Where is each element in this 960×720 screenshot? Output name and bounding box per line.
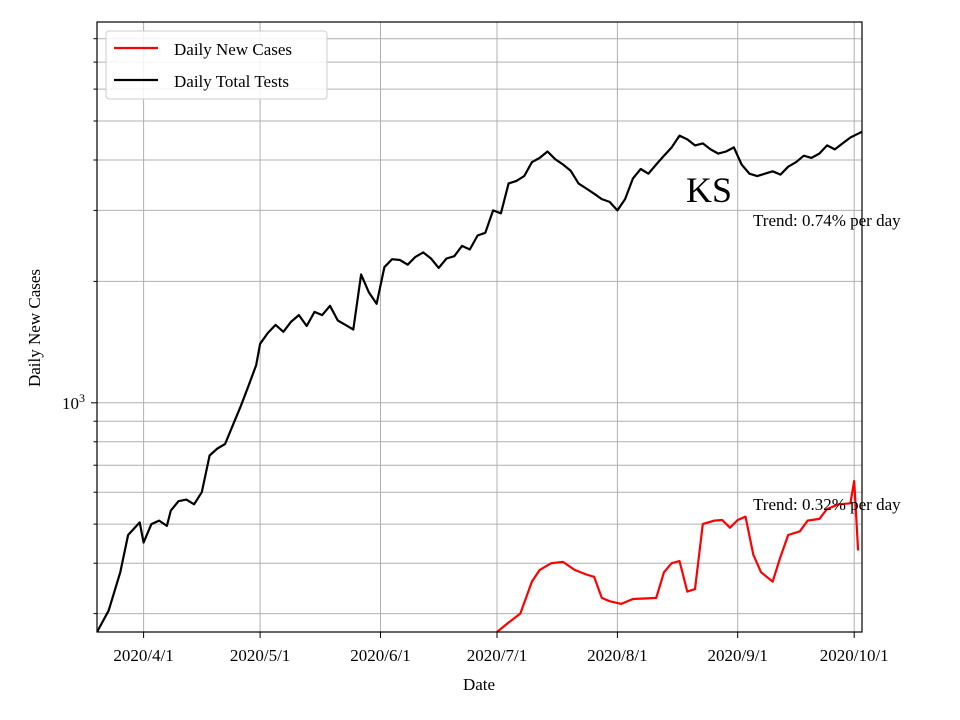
series-line-daily-new-cases <box>496 479 860 632</box>
series-layer <box>97 130 862 632</box>
x-tick-label: 2020/7/1 <box>467 646 527 665</box>
series-line-daily-total-tests <box>97 130 862 632</box>
x-tick-label: 2020/4/1 <box>113 646 173 665</box>
y-tick-exponent: 3 <box>79 391 85 405</box>
x-tick-label: 2020/5/1 <box>230 646 290 665</box>
y-axis-label: Daily New Cases <box>25 269 44 387</box>
legend-label-cases: Daily New Cases <box>174 40 292 59</box>
trend-annotation-cases: Trend: 0.32% per day <box>753 495 901 514</box>
legend-box <box>105 30 328 100</box>
x-tick-label: 2020/10/1 <box>820 646 889 665</box>
legend: Daily New Cases Daily Total Tests <box>105 30 328 100</box>
y-tick-label: 103 <box>62 391 85 413</box>
x-tick-label: 2020/6/1 <box>350 646 410 665</box>
tick-layer: 103 2020/4/1 2020/5/1 2020/6/1 2020/7/1 2020/… <box>62 38 889 665</box>
y-tick-base: 10 <box>62 394 79 413</box>
state-label: KS <box>686 170 732 210</box>
x-tick-label: 2020/9/1 <box>707 646 767 665</box>
grid <box>97 22 862 632</box>
x-axis-label: Date <box>463 675 495 694</box>
legend-label-tests: Daily Total Tests <box>174 72 289 91</box>
x-tick-label: 2020/8/1 <box>587 646 647 665</box>
plot-frame <box>96 21 863 633</box>
trend-annotation-tests: Trend: 0.74% per day <box>753 211 901 230</box>
